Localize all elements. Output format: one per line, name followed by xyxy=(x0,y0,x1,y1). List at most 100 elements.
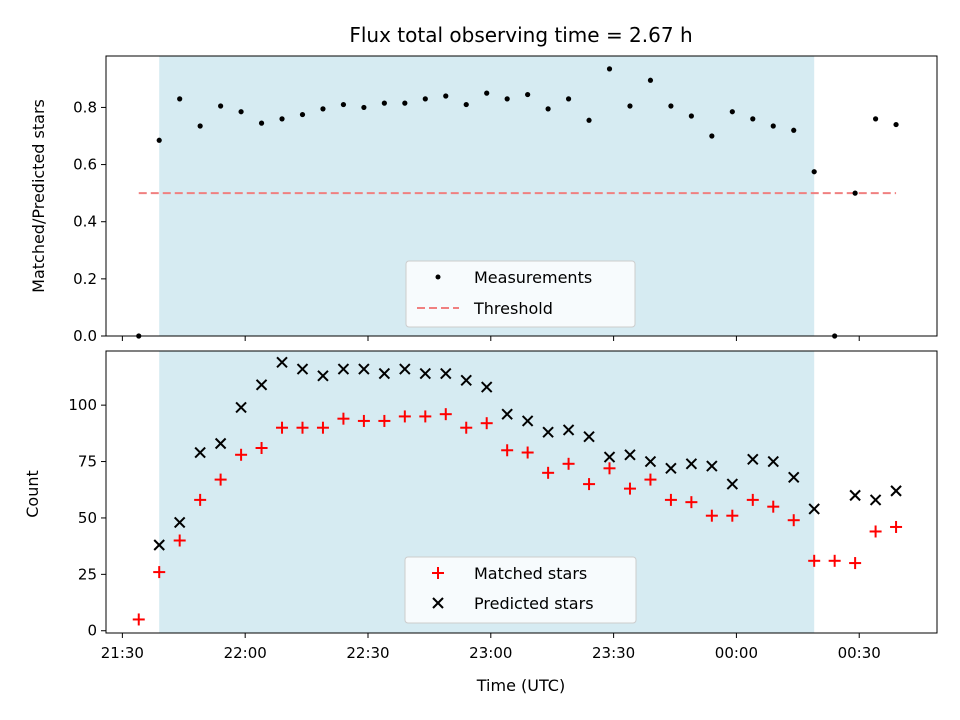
legend-marker-matched-stars xyxy=(432,567,444,579)
predicted-star-point xyxy=(706,460,718,472)
bottom-y-tick-label: 50 xyxy=(78,509,97,527)
predicted-star-point xyxy=(849,489,861,502)
bottom-panel: 0 25 50 75 100 21:30 22:00 22:30 23:00 23:30 00:0… xyxy=(23,350,938,695)
matched-star-point xyxy=(501,444,514,457)
measurement-point xyxy=(422,96,428,102)
measurement-point xyxy=(811,169,817,175)
measurement-point xyxy=(872,116,879,122)
predicted-star-point xyxy=(419,367,432,380)
predicted-star-point xyxy=(665,462,677,475)
predicted-star-point xyxy=(276,356,288,368)
predicted-star-point xyxy=(869,494,882,506)
legend-label-predicted-stars: Predicted stars xyxy=(474,594,594,613)
predicted-star-point xyxy=(358,363,370,375)
matched-star-point xyxy=(439,408,452,421)
measurement-point xyxy=(647,77,654,83)
x-axis-label: Time (UTC) xyxy=(476,676,565,695)
matched-star-point xyxy=(726,509,739,522)
matched-star-point xyxy=(378,414,391,427)
top-legend-box xyxy=(405,260,636,328)
matched-star-point xyxy=(255,442,268,455)
predicted-star-point xyxy=(542,426,554,438)
measurement-point xyxy=(156,137,162,143)
bottom-y-tick-label: 75 xyxy=(78,453,97,471)
predicted-star-point xyxy=(235,401,247,414)
bottom-legend: Matched stars Predicted stars xyxy=(404,556,637,624)
measurement-point xyxy=(402,100,408,106)
matched-star-point xyxy=(705,509,718,522)
measurement-point xyxy=(565,96,572,102)
measurement-point xyxy=(750,116,756,122)
matched-star-point xyxy=(194,493,207,506)
top-y-tick-label: 0.4 xyxy=(73,213,97,231)
measurement-point xyxy=(197,123,203,129)
predicted-star-point xyxy=(153,539,165,551)
matched-star-point xyxy=(583,478,596,491)
matched-star-point xyxy=(276,421,289,434)
top-y-tick-label: 0.0 xyxy=(73,327,97,345)
matched-star-point xyxy=(398,410,411,423)
top-y-tick-label: 0.8 xyxy=(73,98,97,116)
matched-star-point xyxy=(153,566,166,579)
matched-star-point xyxy=(767,500,780,513)
top-panel: 0.00.20.40.60.8 Matched/Predicted stars … xyxy=(29,55,938,345)
predicted-star-point xyxy=(378,367,391,380)
predicted-star-point xyxy=(521,415,534,427)
measurement-point xyxy=(893,121,899,128)
predicted-star-point xyxy=(890,485,902,497)
predicted-star-point xyxy=(747,453,759,465)
legend-label-matched-stars: Matched stars xyxy=(474,564,587,583)
matched-star-point xyxy=(521,446,534,459)
matched-star-point xyxy=(869,525,882,538)
measurement-point xyxy=(729,109,735,115)
top-legend: Measurements Threshold xyxy=(405,260,636,328)
measurement-point xyxy=(525,91,531,98)
matched-star-point xyxy=(132,613,145,626)
matched-star-point xyxy=(746,493,759,506)
predicted-star-point xyxy=(296,363,309,375)
measurement-point xyxy=(381,100,387,106)
predicted-star-point xyxy=(501,408,513,420)
top-y-tick-label: 0.2 xyxy=(73,270,97,288)
predicted-star-point xyxy=(460,374,472,387)
matched-star-point xyxy=(828,554,841,567)
matched-star-point xyxy=(235,448,248,461)
matched-star-point xyxy=(644,473,657,486)
matched-star-point xyxy=(357,414,370,427)
predicted-star-point xyxy=(624,449,636,461)
bottom-axes-frame xyxy=(105,350,938,634)
matched-star-point xyxy=(296,421,309,434)
predicted-star-point xyxy=(337,363,350,375)
matched-star-point xyxy=(787,514,800,527)
legend-label-measurements: Measurements xyxy=(474,268,592,287)
measurement-point xyxy=(484,90,490,96)
matched-star-point xyxy=(214,473,227,486)
bottom-legend-box xyxy=(404,556,637,624)
bottom-y-tick-label: 25 xyxy=(78,565,97,583)
matched-star-point xyxy=(480,417,493,430)
predicted-star-point xyxy=(583,431,595,443)
legend-marker-predicted-stars xyxy=(432,597,444,609)
matched-star-point xyxy=(808,554,821,567)
measurement-point xyxy=(770,123,776,129)
measurement-point xyxy=(627,103,633,109)
predicted-star-point xyxy=(808,503,820,515)
measurement-point xyxy=(852,190,858,196)
matched-star-point xyxy=(849,557,862,570)
measurement-point xyxy=(177,96,183,102)
matched-star-point xyxy=(685,496,698,509)
measurement-point xyxy=(709,133,715,139)
measurement-point xyxy=(586,117,592,123)
matched-star-point xyxy=(173,534,186,547)
predicted-star-point xyxy=(788,471,800,484)
measurement-point xyxy=(258,120,265,126)
measurement-point xyxy=(668,103,674,109)
measurement-point xyxy=(340,101,347,108)
measurement-point xyxy=(320,106,326,112)
matched-star-point xyxy=(890,520,903,533)
predicted-star-point xyxy=(194,446,206,459)
matched-star-point xyxy=(337,412,350,425)
measurement-point xyxy=(238,109,244,115)
matched-star-point xyxy=(562,457,575,470)
